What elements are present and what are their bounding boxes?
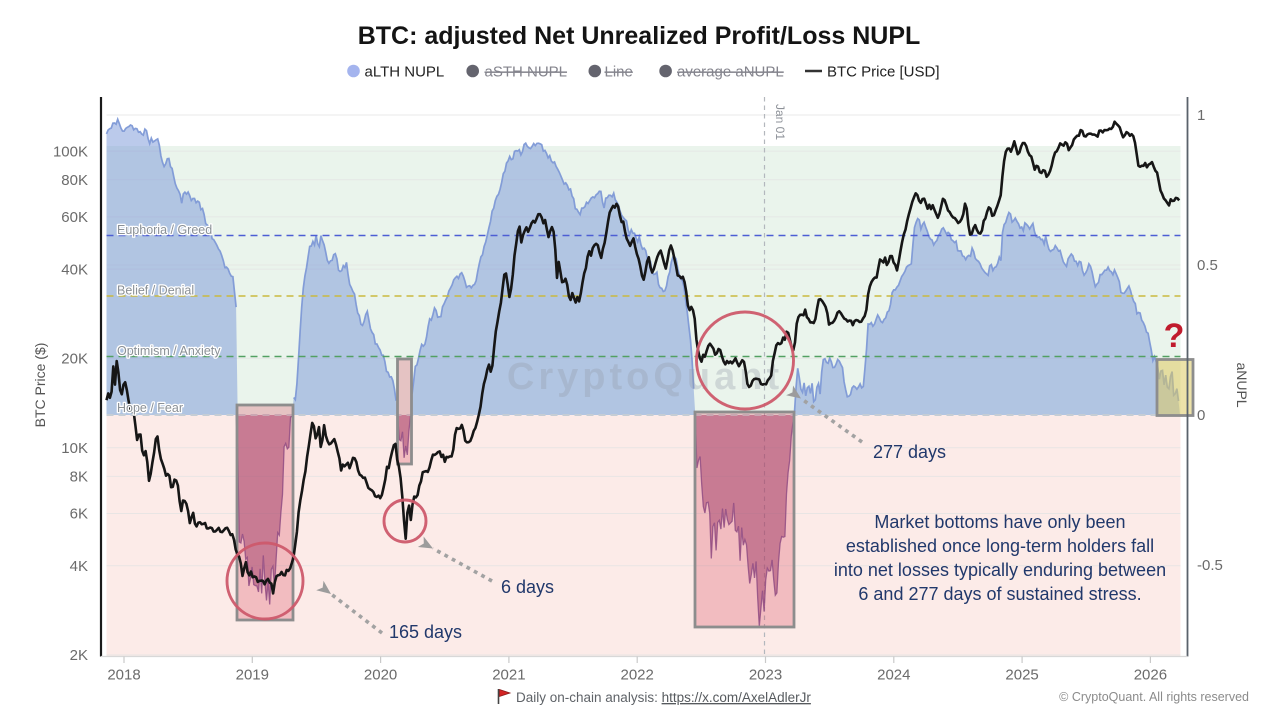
- svg-text:Hope / Fear: Hope / Fear: [117, 401, 183, 415]
- svg-text:Euphoria / Greed: Euphoria / Greed: [117, 223, 212, 237]
- svg-text:6 days: 6 days: [501, 577, 554, 597]
- svg-text:-0.5: -0.5: [1197, 557, 1223, 574]
- svg-text:6 and 277 days of sustained st: 6 and 277 days of sustained stress.: [858, 584, 1141, 604]
- svg-text:Optimism / Anxiety: Optimism / Anxiety: [117, 344, 221, 358]
- svg-text:2021: 2021: [492, 667, 525, 684]
- svg-text:2024: 2024: [877, 667, 910, 684]
- svg-text:2019: 2019: [236, 667, 269, 684]
- svg-text:BTC Price ($): BTC Price ($): [32, 343, 48, 428]
- svg-text:8K: 8K: [70, 469, 88, 486]
- svg-text:Line: Line: [605, 64, 633, 81]
- svg-text:Daily on-chain analysis: https: Daily on-chain analysis: https://x.com/A…: [516, 690, 811, 705]
- svg-text:© CryptoQuant. All rights rese: © CryptoQuant. All rights reserved: [1059, 690, 1249, 704]
- svg-text:aSTH NUPL: aSTH NUPL: [485, 64, 568, 81]
- svg-text:into net losses typically endu: into net losses typically enduring betwe…: [834, 560, 1166, 580]
- svg-text:60K: 60K: [61, 209, 88, 226]
- svg-text:80K: 80K: [61, 172, 88, 189]
- svg-text:2022: 2022: [621, 667, 654, 684]
- svg-text:Jan 01: Jan 01: [773, 104, 787, 140]
- svg-text:1: 1: [1197, 107, 1205, 124]
- svg-text:40K: 40K: [61, 261, 88, 278]
- svg-text:2018: 2018: [107, 667, 140, 684]
- svg-text:0: 0: [1197, 407, 1205, 424]
- svg-text:average aNUPL: average aNUPL: [677, 64, 784, 81]
- svg-text:Market bottoms have only been: Market bottoms have only been: [874, 512, 1125, 532]
- svg-text:2023: 2023: [749, 667, 782, 684]
- svg-text:100K: 100K: [53, 143, 88, 160]
- svg-text:?: ?: [1164, 317, 1185, 355]
- svg-text:10K: 10K: [61, 440, 88, 457]
- svg-text:established once long-term hol: established once long-term holders fall: [846, 536, 1154, 556]
- svg-text:2026: 2026: [1134, 667, 1167, 684]
- svg-text:2K: 2K: [70, 647, 88, 664]
- svg-text:2020: 2020: [364, 667, 397, 684]
- svg-text:aNUPL: aNUPL: [1234, 362, 1250, 407]
- svg-text:20K: 20K: [61, 351, 88, 368]
- svg-text:BTC Price [USD]: BTC Price [USD]: [827, 64, 940, 81]
- svg-text:277 days: 277 days: [873, 442, 946, 462]
- svg-text:165 days: 165 days: [389, 622, 462, 642]
- svg-text:6K: 6K: [70, 506, 88, 523]
- svg-text:BTC: adjusted Net Unrealized P: BTC: adjusted Net Unrealized Profit/Loss…: [358, 22, 921, 50]
- svg-text:4K: 4K: [70, 558, 88, 575]
- svg-text:2025: 2025: [1005, 667, 1038, 684]
- svg-text:aLTH NUPL: aLTH NUPL: [365, 64, 445, 81]
- svg-text:0.5: 0.5: [1197, 257, 1218, 274]
- svg-text:Belief / Denial: Belief / Denial: [117, 284, 194, 298]
